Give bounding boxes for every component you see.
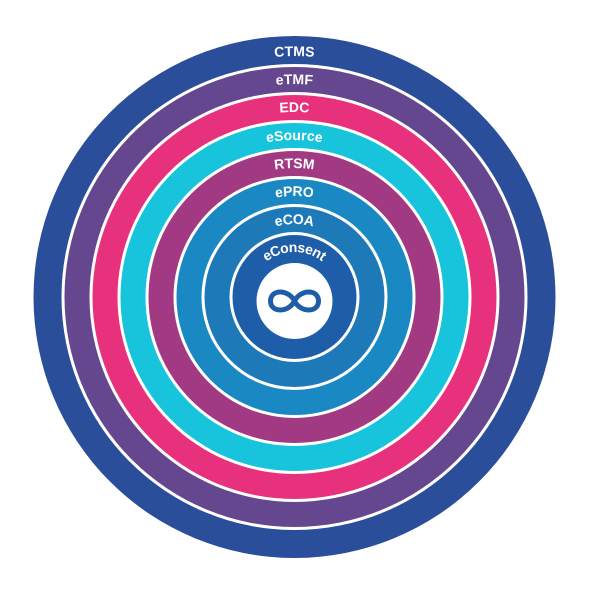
ring-label-rtsm: RTSM — [273, 155, 315, 172]
center-badge — [256, 263, 333, 339]
ring-label-esource: eSource — [265, 127, 324, 145]
ring-label-ctms: CTMS — [274, 43, 316, 60]
ring-label-epro: ePRO — [274, 183, 315, 201]
infinity-logo-icon — [268, 289, 321, 313]
ring-label-edc: EDC — [279, 99, 310, 116]
ring-label-ecoa: eCOA — [273, 211, 316, 229]
ring-label-etmf: eTMF — [275, 71, 314, 88]
